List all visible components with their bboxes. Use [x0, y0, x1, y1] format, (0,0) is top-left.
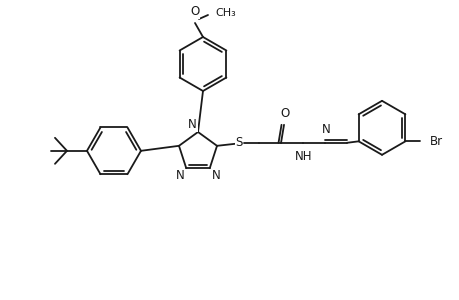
Text: N: N [321, 123, 330, 136]
Text: CH₃: CH₃ [214, 8, 235, 18]
Text: S: S [235, 136, 242, 149]
Text: N: N [188, 118, 196, 131]
Text: NH: NH [295, 150, 312, 163]
Text: O: O [280, 107, 289, 120]
Text: N: N [211, 169, 220, 182]
Text: Br: Br [428, 135, 442, 148]
Text: O: O [190, 5, 199, 18]
Text: N: N [175, 169, 184, 182]
